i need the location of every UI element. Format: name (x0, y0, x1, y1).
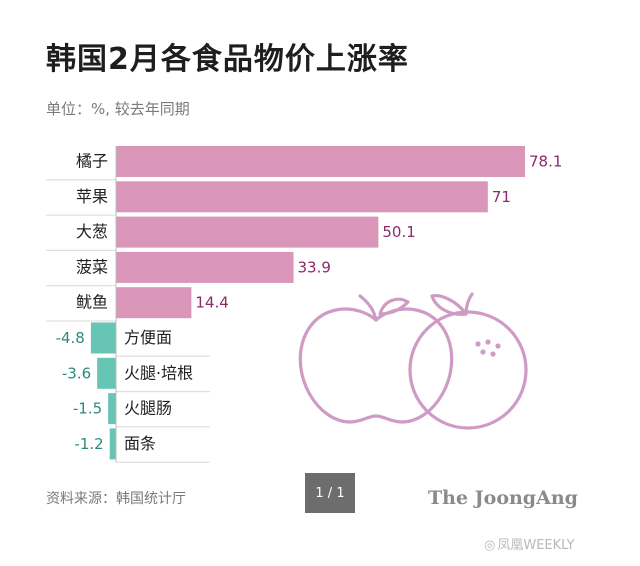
apple-icon (298, 307, 454, 424)
category-label: 大葱 (76, 222, 108, 241)
bar-chart: 橘子 78.1 苹果 71 大葱 50.1 菠菜 33.9 鱿鱼 14.4 方便面 -4.8 火腿·培根… (46, 146, 562, 463)
source-note: 资料来源：韩国统计厅 (46, 491, 186, 507)
value-label: -1.2 (74, 435, 103, 453)
orange-dots (475, 339, 501, 357)
value-label: -1.5 (73, 400, 102, 418)
category-label: 火腿·培根 (124, 363, 193, 382)
publisher-logo: The JoongAng (428, 487, 578, 509)
value-label: 50.1 (382, 223, 415, 241)
bar-positive (116, 251, 294, 283)
value-label: 71 (492, 188, 511, 206)
category-label: 鱿鱼 (76, 293, 108, 312)
value-label: -3.6 (62, 364, 91, 382)
bars-layer: 橘子 78.1 苹果 71 大葱 50.1 菠菜 33.9 鱿鱼 14.4 方便面 -4.8 火腿·培根… (46, 146, 562, 463)
bar-positive (116, 216, 379, 248)
bar-negative (108, 393, 116, 425)
category-label: 苹果 (76, 187, 108, 206)
category-label: 橘子 (76, 152, 108, 171)
orange-icon (408, 310, 528, 430)
value-label: 78.1 (529, 153, 562, 171)
chart-title: 韩国2月各食品物价上涨率 (46, 42, 409, 77)
value-label: 33.9 (298, 258, 331, 276)
value-label: -4.8 (56, 329, 85, 347)
bar-negative (109, 428, 116, 460)
orange-stem (464, 292, 474, 316)
category-label: 面条 (124, 434, 156, 453)
orange-leaf (430, 294, 468, 316)
page-indicator[interactable]: 1 / 1 (305, 473, 355, 513)
bar-positive (116, 181, 488, 213)
bar-positive (116, 287, 192, 319)
fruit-illustration-icon (298, 292, 528, 430)
category-label: 火腿肠 (124, 399, 172, 418)
value-label: 14.4 (195, 294, 228, 312)
watermark-text: 凤凰WEEKLY (497, 538, 575, 553)
bar-negative (90, 322, 116, 354)
bar-positive (116, 146, 525, 177)
camera-icon: ◎ (484, 538, 496, 553)
category-label: 菠菜 (76, 257, 108, 276)
apple-stem (358, 294, 378, 322)
apple-leaf (378, 297, 410, 316)
watermark: ◎ 凤凰WEEKLY (482, 534, 575, 553)
category-label: 方便面 (124, 328, 172, 347)
chart-subtitle: 单位：%, 较去年同期 (46, 100, 190, 118)
bar-negative (97, 357, 116, 389)
